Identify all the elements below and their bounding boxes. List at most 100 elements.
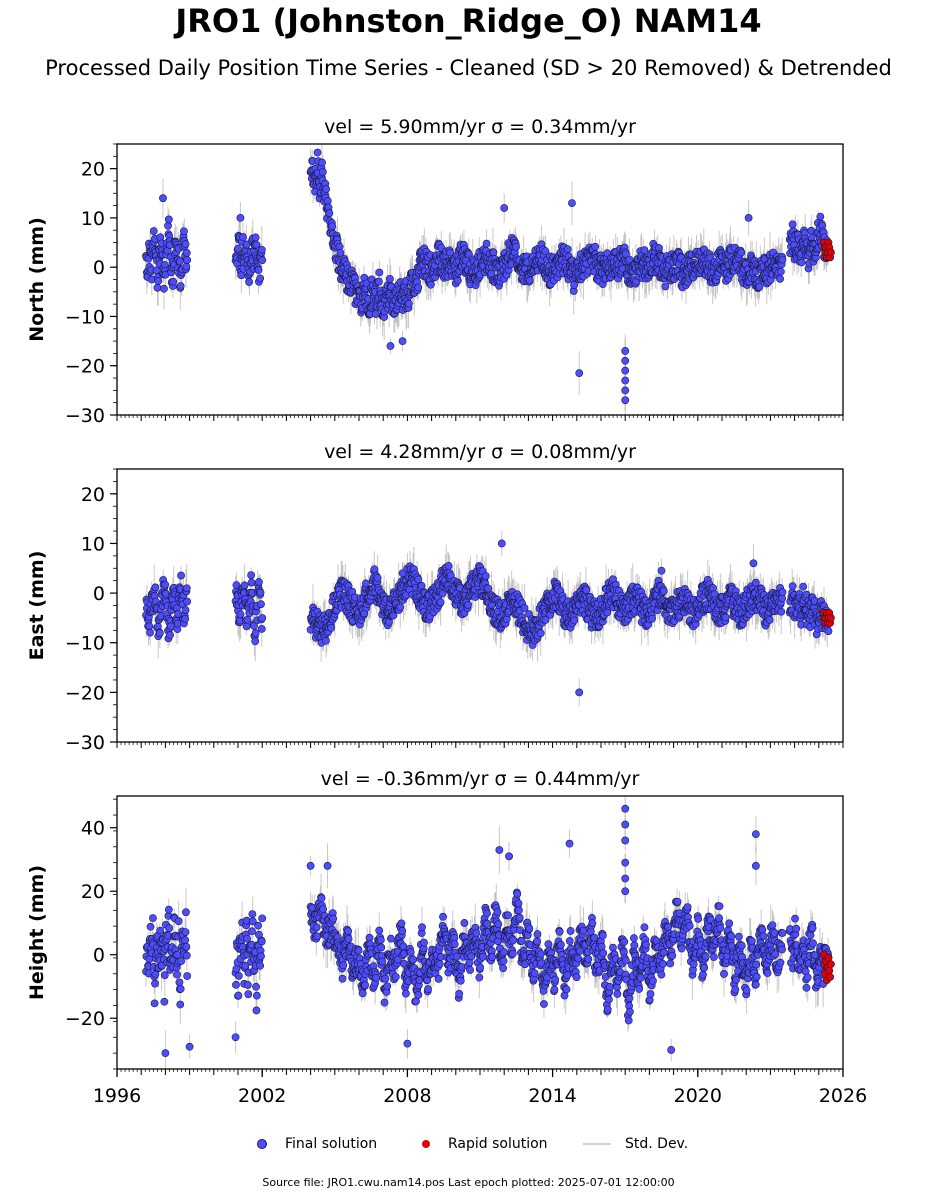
final-solution-point xyxy=(525,276,534,285)
final-solution-point xyxy=(797,258,806,267)
final-solution-point xyxy=(371,310,380,318)
final-solution-point xyxy=(751,578,760,587)
final-solution-point xyxy=(322,185,330,193)
final-solution-point xyxy=(765,615,774,624)
panel-title: vel = 4.28mm/yr σ = 0.08mm/yr xyxy=(324,441,636,463)
final-solution-point xyxy=(563,245,572,254)
final-solution-point xyxy=(481,572,490,580)
final-solution-point xyxy=(164,215,173,224)
final-solution-point xyxy=(257,245,266,254)
data-points xyxy=(142,539,835,697)
final-solution-point xyxy=(375,277,383,286)
final-solution-point xyxy=(323,196,332,205)
outlier-point xyxy=(621,347,630,355)
final-solution-point xyxy=(182,248,191,257)
final-solution-point xyxy=(325,209,334,218)
y-tick-label: −20 xyxy=(65,682,105,704)
final-solution-point xyxy=(252,240,261,249)
final-solution-point xyxy=(182,262,191,271)
final-solution-point xyxy=(240,581,249,590)
final-solution-point xyxy=(464,600,472,609)
final-solution-point xyxy=(242,240,251,249)
final-solution-point xyxy=(145,622,154,631)
final-solution-point xyxy=(247,578,256,587)
final-solution-point xyxy=(251,637,260,646)
final-solution-point xyxy=(484,584,493,593)
final-solution-point xyxy=(489,248,498,257)
y-axis-label: North (mm) xyxy=(26,217,48,342)
final-solution-point xyxy=(755,282,764,291)
final-solution-point xyxy=(570,616,579,625)
final-solution-point xyxy=(336,249,345,257)
final-solution-point xyxy=(375,268,384,277)
final-solution-point xyxy=(257,600,265,609)
y-tick-label: −20 xyxy=(65,356,105,378)
final-solution-point xyxy=(648,614,657,623)
final-solution-point xyxy=(541,247,550,256)
final-solution-point xyxy=(154,277,163,285)
final-solution-point xyxy=(182,584,191,593)
final-solution-point xyxy=(385,275,394,283)
outlier-point xyxy=(236,214,245,222)
y-tick-label: 10 xyxy=(81,533,105,555)
final-solution-point xyxy=(446,248,455,257)
y-tick-label: 0 xyxy=(93,583,105,605)
final-solution-point xyxy=(258,256,267,265)
outlier-point xyxy=(749,559,758,568)
final-solution-point xyxy=(778,588,787,597)
y-tick-label: 10 xyxy=(81,208,105,230)
outlier-point xyxy=(621,396,630,405)
final-solution-point xyxy=(777,607,786,616)
final-solution-point xyxy=(482,239,491,248)
data-points xyxy=(142,148,835,405)
rapid-solution-point xyxy=(827,614,835,622)
final-solution-point xyxy=(180,227,188,236)
final-solution-point xyxy=(405,299,413,308)
final-solution-point xyxy=(582,586,591,594)
final-solution-point xyxy=(464,250,473,259)
final-solution-point xyxy=(239,233,247,241)
outlier-point xyxy=(398,569,407,578)
outlier-point xyxy=(500,204,509,212)
outlier-point xyxy=(621,356,630,365)
final-solution-point xyxy=(313,148,322,157)
outlier-point xyxy=(575,369,584,378)
final-solution-point xyxy=(175,257,184,266)
final-solution-point xyxy=(243,615,252,624)
final-solution-point xyxy=(570,281,579,289)
final-solution-point xyxy=(322,636,330,645)
final-solution-point xyxy=(436,598,445,607)
final-solution-point xyxy=(254,266,263,274)
final-solution-point xyxy=(327,623,336,632)
final-solution-point xyxy=(426,280,435,289)
final-solution-point xyxy=(536,629,545,638)
final-solution-point xyxy=(177,571,185,580)
final-solution-point xyxy=(242,622,251,631)
final-solution-point xyxy=(776,274,784,283)
panel-0: vel = 5.90mm/yr σ = 0.34mm/yr North (mm)−… xyxy=(26,116,844,427)
panel-1: vel = 4.28mm/yr σ = 0.08mm/yr East (mm) −3… xyxy=(26,441,844,754)
final-solution-point xyxy=(245,278,253,286)
final-solution-point xyxy=(181,615,190,623)
final-solution-point xyxy=(778,255,787,264)
final-solution-point xyxy=(318,158,326,167)
outlier-point xyxy=(159,194,167,203)
panel-title: vel = 5.90mm/yr σ = 0.34mm/yr xyxy=(324,116,636,138)
final-solution-point xyxy=(161,580,170,589)
y-axis-label: East (mm) xyxy=(26,551,48,661)
final-solution-point xyxy=(328,222,337,231)
final-solution-point xyxy=(396,603,405,612)
final-solution-point xyxy=(234,244,242,253)
final-solution-point xyxy=(373,573,382,582)
outlier-point xyxy=(744,214,753,222)
final-solution-point xyxy=(236,610,245,619)
final-solution-point xyxy=(151,583,160,592)
final-solution-point xyxy=(169,277,178,286)
final-solution-point xyxy=(776,267,785,276)
y-tick-label: −30 xyxy=(65,732,105,754)
y-tick-label: −10 xyxy=(65,633,105,655)
final-solution-point xyxy=(183,256,192,264)
page-subtitle: Processed Daily Position Time Series - C… xyxy=(45,56,892,80)
final-solution-point xyxy=(414,283,423,292)
